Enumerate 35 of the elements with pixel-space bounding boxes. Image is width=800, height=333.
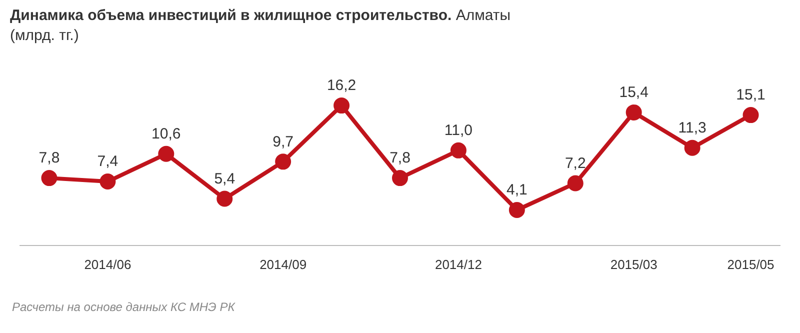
- data-label: 15,1: [736, 86, 766, 104]
- point: [450, 142, 466, 158]
- data-label: 10,6: [152, 126, 181, 143]
- data-label: 9,7: [272, 133, 294, 150]
- data-label: 15,4: [619, 84, 648, 102]
- data-label: 7,4: [97, 153, 118, 170]
- text: Расчеты на основе данных КС МНЭ РК: [12, 300, 235, 314]
- point: [742, 107, 759, 124]
- data-label: 16,2: [326, 77, 356, 94]
- point: [334, 98, 350, 114]
- x-tick-label: 2015/05: [727, 256, 774, 272]
- point: [508, 202, 525, 218]
- point: [275, 154, 292, 170]
- chart-subtitle: Алматы: [456, 7, 511, 24]
- point: [392, 170, 408, 186]
- chart-title: Динамика объема инвестиций в жилищное строительство.: [10, 7, 452, 24]
- data-label: 7,8: [38, 150, 60, 167]
- point: [684, 140, 700, 156]
- point: [626, 104, 642, 120]
- point: [41, 170, 58, 186]
- data-label: 5,4: [214, 170, 236, 188]
- point: [216, 190, 233, 207]
- x-tick-label: 2014/06: [84, 256, 132, 272]
- x-tick-label: 2015/03: [610, 256, 658, 272]
- data-label: 11,0: [444, 122, 473, 140]
- data-label: 11,3: [678, 119, 706, 136]
- x-tick-label: 2014/12: [434, 256, 482, 272]
- data-label: 7,2: [564, 154, 586, 172]
- x-tick-label: 2014/09: [260, 256, 307, 272]
- point: [100, 174, 116, 190]
- data-label: 7,8: [390, 150, 410, 167]
- point: [158, 146, 174, 162]
- y-axis-title: (млрд. тг.): [10, 27, 79, 44]
- data-label: 4,1: [506, 182, 528, 199]
- point: [567, 175, 584, 192]
